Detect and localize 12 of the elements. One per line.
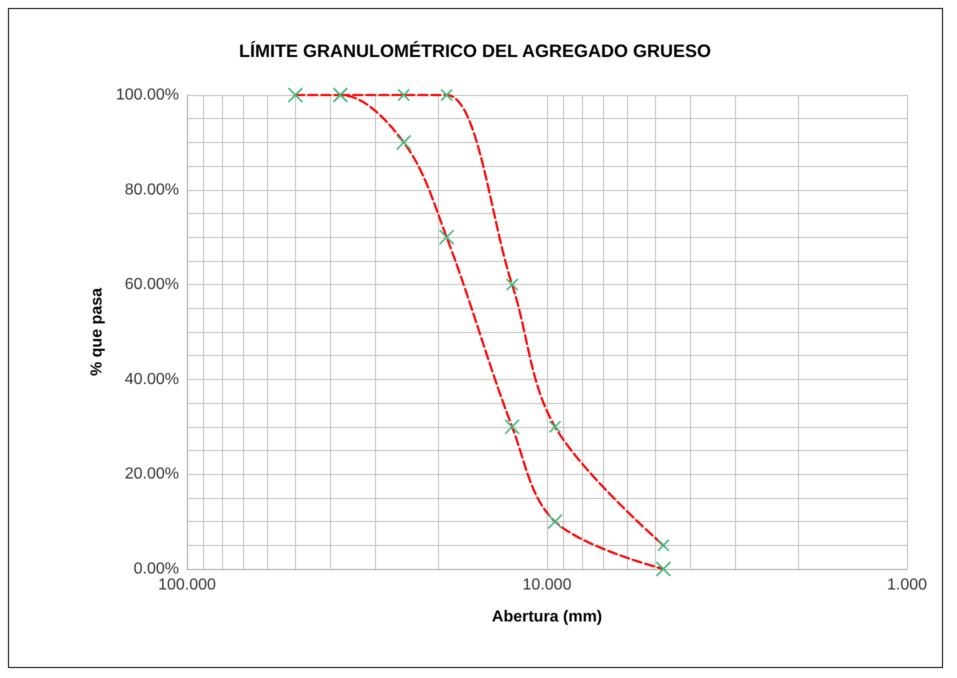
y-axis-title: % que pasa — [88, 288, 106, 376]
y-tick-label: 80.00% — [124, 181, 179, 198]
y-tick-label: 0.00% — [134, 560, 179, 578]
y-tick-label: 40.00% — [124, 370, 179, 388]
y-tick-label: 60.00% — [124, 276, 179, 294]
x-axis-title: Abertura (mm) — [492, 608, 602, 626]
y-tick-label: 100.00% — [116, 86, 179, 104]
chart-title: LÍMITE GRANULOMÉTRICO DEL AGREGADO GRUESO — [238, 41, 712, 61]
x-tick-label: 10.000 — [522, 576, 572, 594]
x-tick-label: 100.000 — [158, 576, 216, 594]
y-tick-label: 20.00% — [124, 466, 179, 483]
x-tick-label: 1.000 — [886, 576, 928, 594]
